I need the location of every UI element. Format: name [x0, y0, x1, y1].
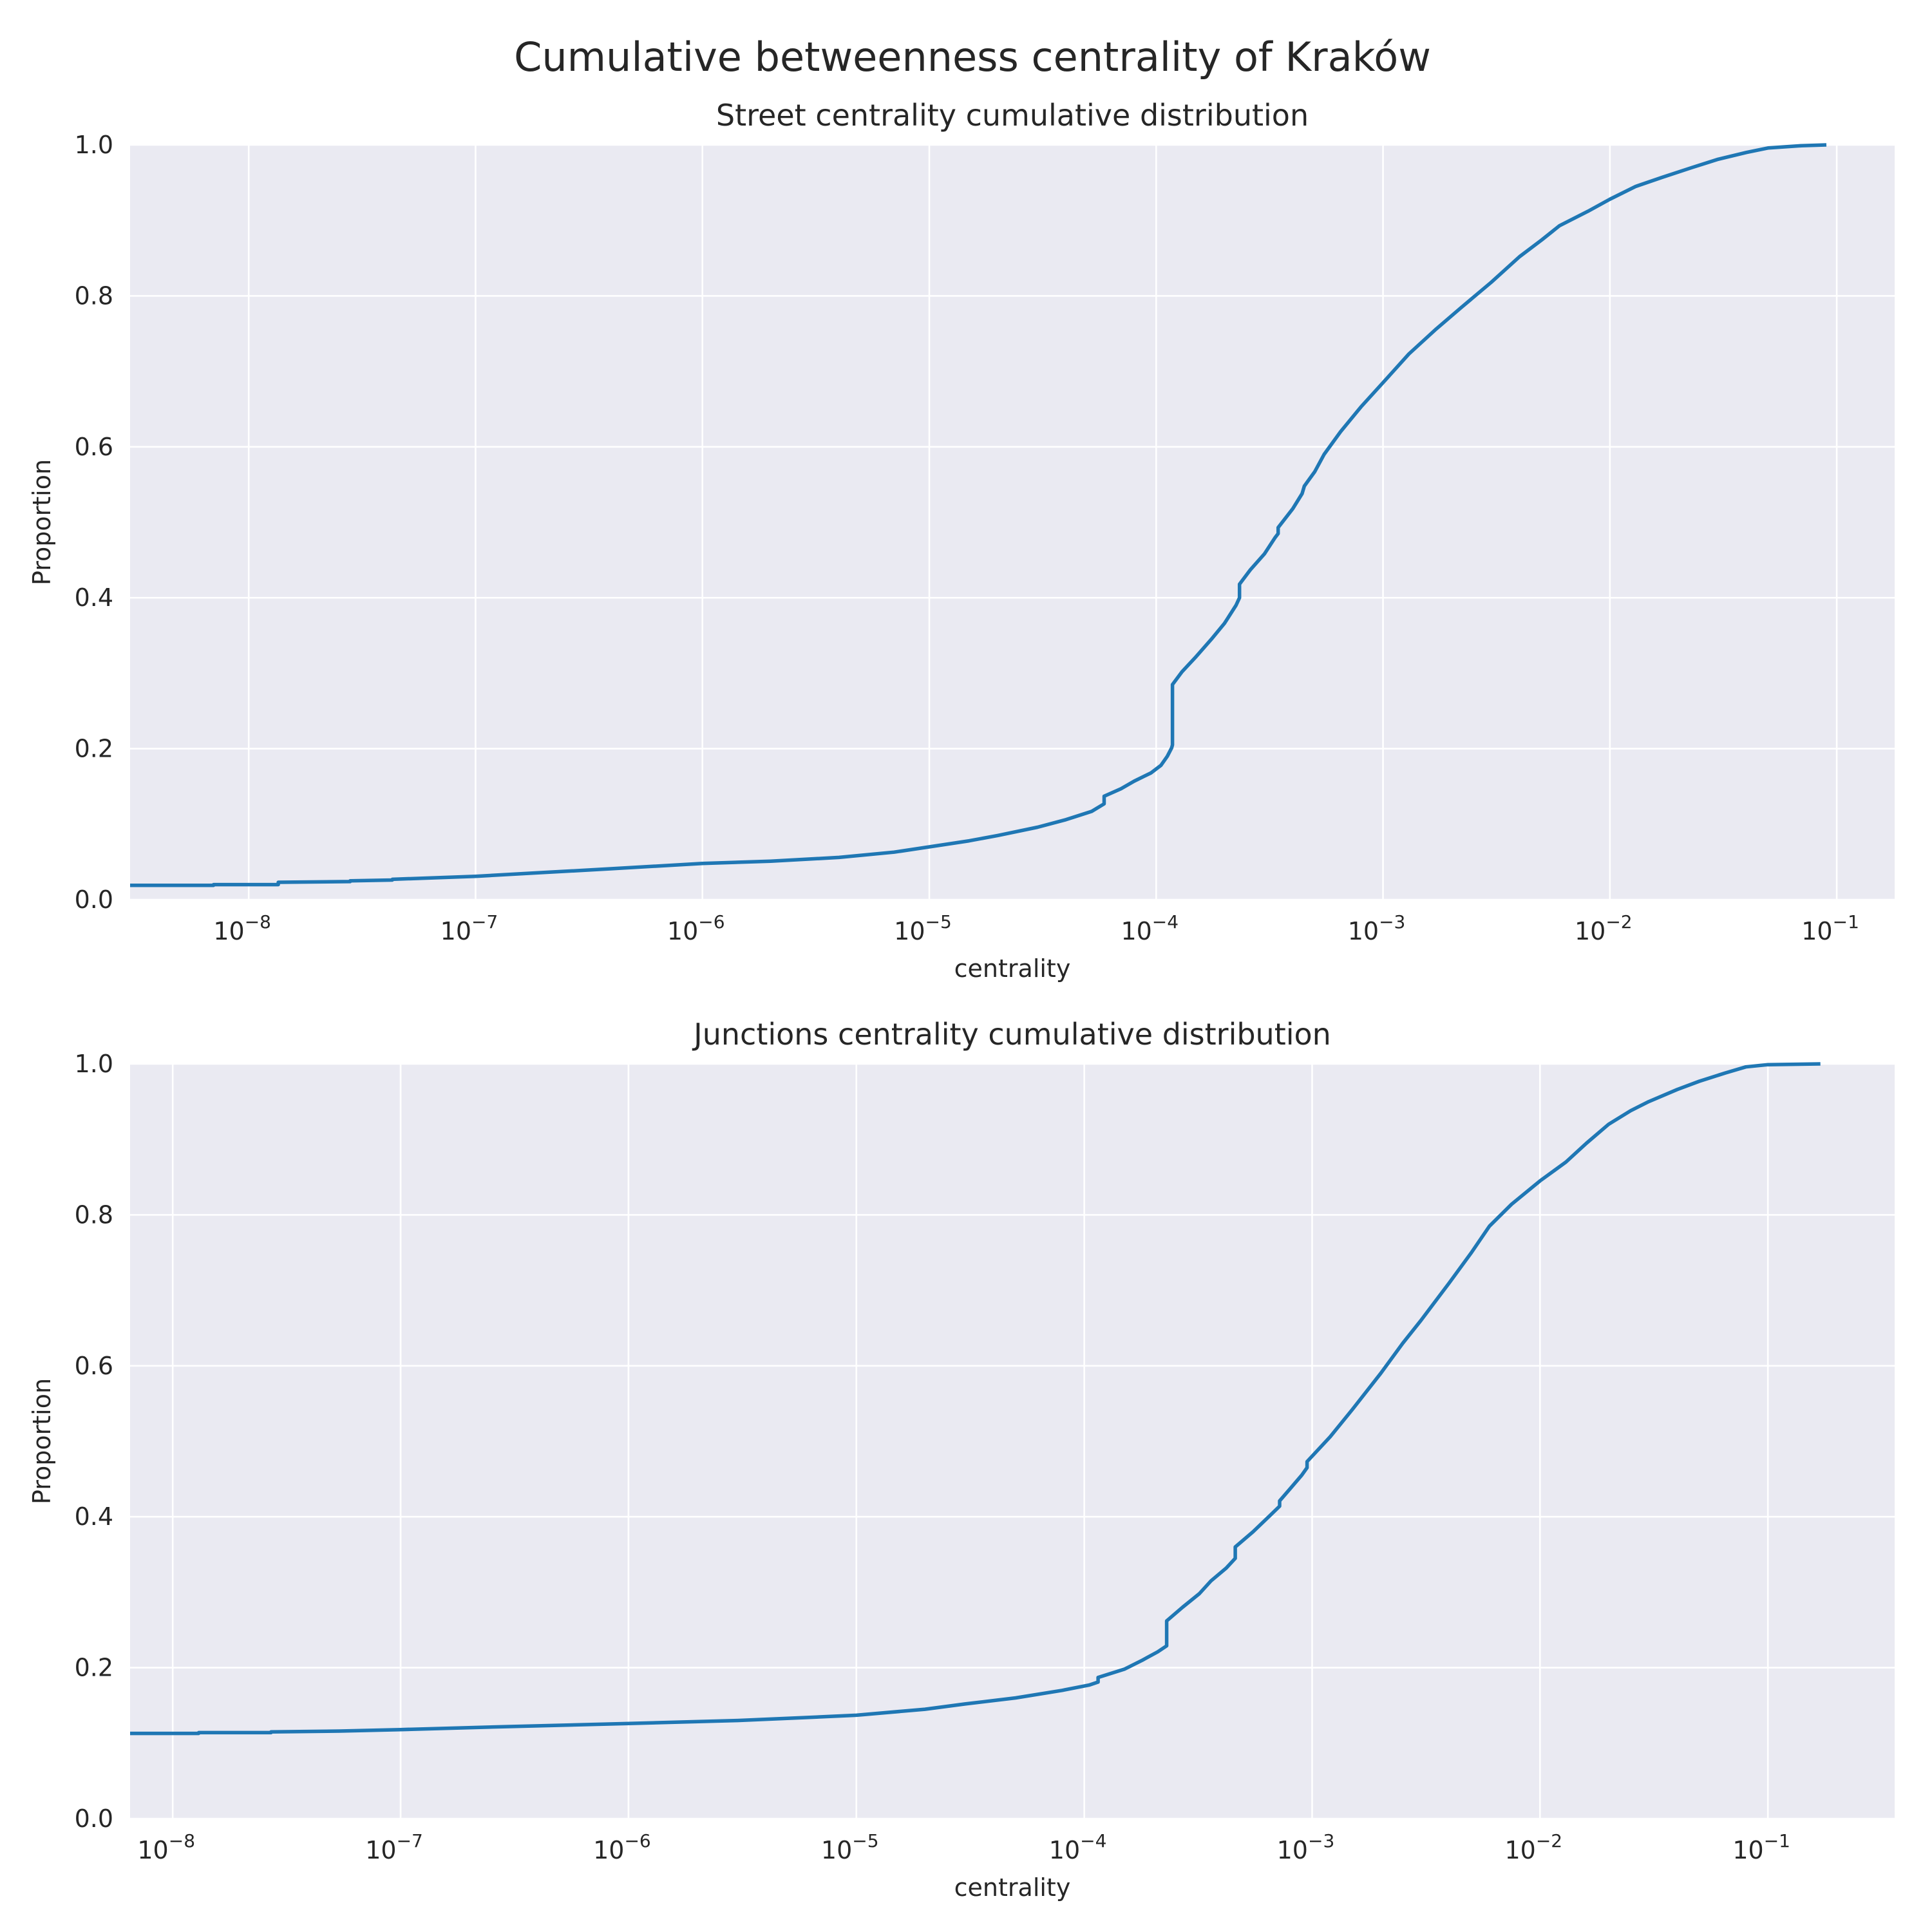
y-tick-label: 0.8 [75, 281, 113, 310]
cdf-line-junctions [130, 1062, 1821, 1736]
x-tick-label: 10−6 [667, 911, 725, 945]
street-centrality-chart: 0.00.20.40.60.81.010−8 10−7 10−6 10−5 10−4 10… [28, 98, 1895, 983]
x-tick-label: 10−1 [1732, 1830, 1790, 1864]
x-tick-base: 10 [1504, 1836, 1535, 1864]
x-tick-base: 10 [1732, 1836, 1763, 1864]
x-tick-exponent: −7 [397, 1830, 423, 1852]
junctions-centrality-chart: 0.00.20.40.60.81.010−8 10−7 10−6 10−5 10−4 10… [28, 1017, 1895, 1902]
x-tick-base: 10 [1049, 1836, 1080, 1864]
x-axis-label: centrality [954, 1873, 1071, 1902]
x-tick-exponent: −3 [1308, 1830, 1334, 1852]
x-tick-exponent: −2 [1605, 911, 1632, 933]
x-tick-exponent: −2 [1536, 1830, 1562, 1852]
y-tick-label: 0.8 [75, 1200, 113, 1229]
x-tick-exponent: −5 [852, 1830, 878, 1852]
plot-area [130, 145, 1895, 900]
x-tick-base: 10 [1575, 917, 1605, 945]
x-tick-exponent: −1 [1833, 911, 1859, 933]
x-tick-label: 10−4 [1049, 1830, 1107, 1864]
x-tick-label: 10−2 [1575, 911, 1633, 945]
x-tick-exponent: −4 [1152, 911, 1179, 933]
x-tick-label: 10−8 [213, 911, 271, 945]
y-axis-label: Proportion [28, 1378, 56, 1504]
x-tick-base: 10 [667, 917, 698, 945]
y-tick-label: 0.2 [75, 735, 113, 763]
x-tick-exponent: −4 [1080, 1830, 1106, 1852]
x-tick-base: 10 [1121, 917, 1151, 945]
x-tick-label: 10−1 [1801, 911, 1859, 945]
x-tick-label: 10−7 [365, 1830, 423, 1864]
x-tick-base: 10 [821, 1836, 852, 1864]
x-tick-exponent: −8 [245, 911, 271, 933]
x-tick-exponent: −6 [698, 911, 724, 933]
x-tick-base: 10 [213, 917, 244, 945]
y-tick-label: 0.6 [75, 1352, 113, 1380]
y-tick-label: 0.6 [75, 433, 113, 461]
x-tick-label: 10−5 [894, 911, 952, 945]
plot-area [130, 1064, 1895, 1819]
y-axis-label: Proportion [28, 459, 56, 585]
x-tick-label: 10−4 [1121, 911, 1179, 945]
x-tick-label: 10−7 [440, 911, 498, 945]
figure-title: Cumulative betweenness centrality of Kra… [514, 33, 1431, 80]
x-tick-label: 10−5 [821, 1830, 879, 1864]
x-tick-base: 10 [593, 1836, 624, 1864]
x-tick-base: 10 [894, 917, 925, 945]
y-tick-label: 0.0 [75, 1804, 113, 1833]
axes-title: Street centrality cumulative distributio… [716, 98, 1309, 133]
x-tick-label: 10−3 [1277, 1830, 1335, 1864]
x-tick-base: 10 [1348, 917, 1379, 945]
x-tick-base: 10 [137, 1836, 168, 1864]
x-tick-label: 10−6 [593, 1830, 651, 1864]
y-tick-label: 0.4 [75, 1502, 113, 1531]
y-tick-label: 0.4 [75, 583, 113, 612]
y-tick-label: 0.2 [75, 1654, 113, 1682]
x-tick-exponent: −6 [624, 1830, 650, 1852]
x-tick-exponent: −1 [1764, 1830, 1790, 1852]
x-tick-exponent: −8 [169, 1830, 195, 1852]
x-tick-label: 10−3 [1348, 911, 1406, 945]
x-tick-exponent: −5 [925, 911, 952, 933]
x-tick-exponent: −3 [1379, 911, 1405, 933]
y-tick-label: 0.0 [75, 886, 113, 914]
x-tick-label: 10−8 [137, 1830, 195, 1864]
x-tick-base: 10 [1801, 917, 1832, 945]
x-tick-exponent: −7 [471, 911, 498, 933]
x-tick-base: 10 [365, 1836, 396, 1864]
cdf-line-street [130, 143, 1827, 887]
x-tick-base: 10 [1277, 1836, 1308, 1864]
axes-title: Junctions centrality cumulative distribu… [692, 1017, 1331, 1052]
x-tick-base: 10 [440, 917, 471, 945]
x-axis-label: centrality [954, 954, 1071, 983]
x-tick-label: 10−2 [1504, 1830, 1562, 1864]
y-tick-label: 1.0 [75, 131, 113, 159]
y-tick-label: 1.0 [75, 1050, 113, 1078]
